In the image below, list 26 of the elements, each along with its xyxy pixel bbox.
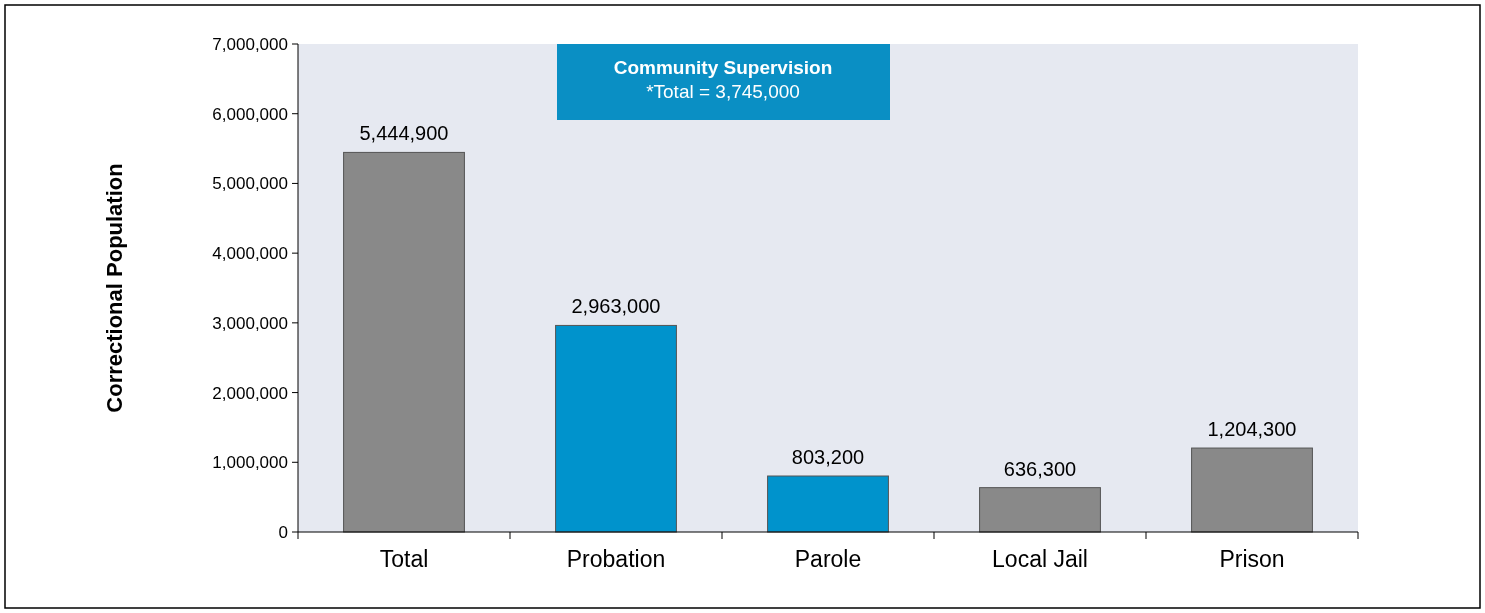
- y-tick-label: 6,000,000: [212, 104, 288, 124]
- annotation: *Total = 3,745,000: [646, 81, 800, 102]
- y-tick-label: 7,000,000: [212, 34, 288, 54]
- data-label: 803,200: [791, 446, 865, 469]
- data-label: 636,300: [1003, 457, 1077, 480]
- y-tick-label: 5,000,000: [212, 174, 288, 194]
- x-tick-label: Local Jail: [992, 546, 1088, 572]
- x-tick-label: Prison: [1219, 546, 1285, 572]
- annotation: Community Supervision: [613, 57, 833, 78]
- bar: [767, 475, 889, 533]
- bar: [1191, 447, 1313, 533]
- x-tick-label: Parole: [794, 546, 862, 572]
- y-axis-title: Correctional Population: [102, 163, 127, 413]
- y-tick-label: 0: [278, 522, 288, 542]
- bar: [343, 151, 465, 533]
- data-label: 1,204,300: [1207, 418, 1297, 441]
- bar: [555, 324, 677, 533]
- data-label: 5,444,900: [359, 122, 449, 145]
- x-tick-label: Probation: [566, 546, 666, 572]
- data-label: 2,963,000: [571, 295, 661, 318]
- x-tick-label: Total: [379, 546, 429, 572]
- y-tick-label: 4,000,000: [212, 244, 288, 264]
- y-tick-label: 1,000,000: [212, 453, 288, 473]
- bar: [979, 487, 1101, 533]
- y-tick-label: 2,000,000: [212, 383, 288, 403]
- y-tick-label: 3,000,000: [212, 313, 288, 333]
